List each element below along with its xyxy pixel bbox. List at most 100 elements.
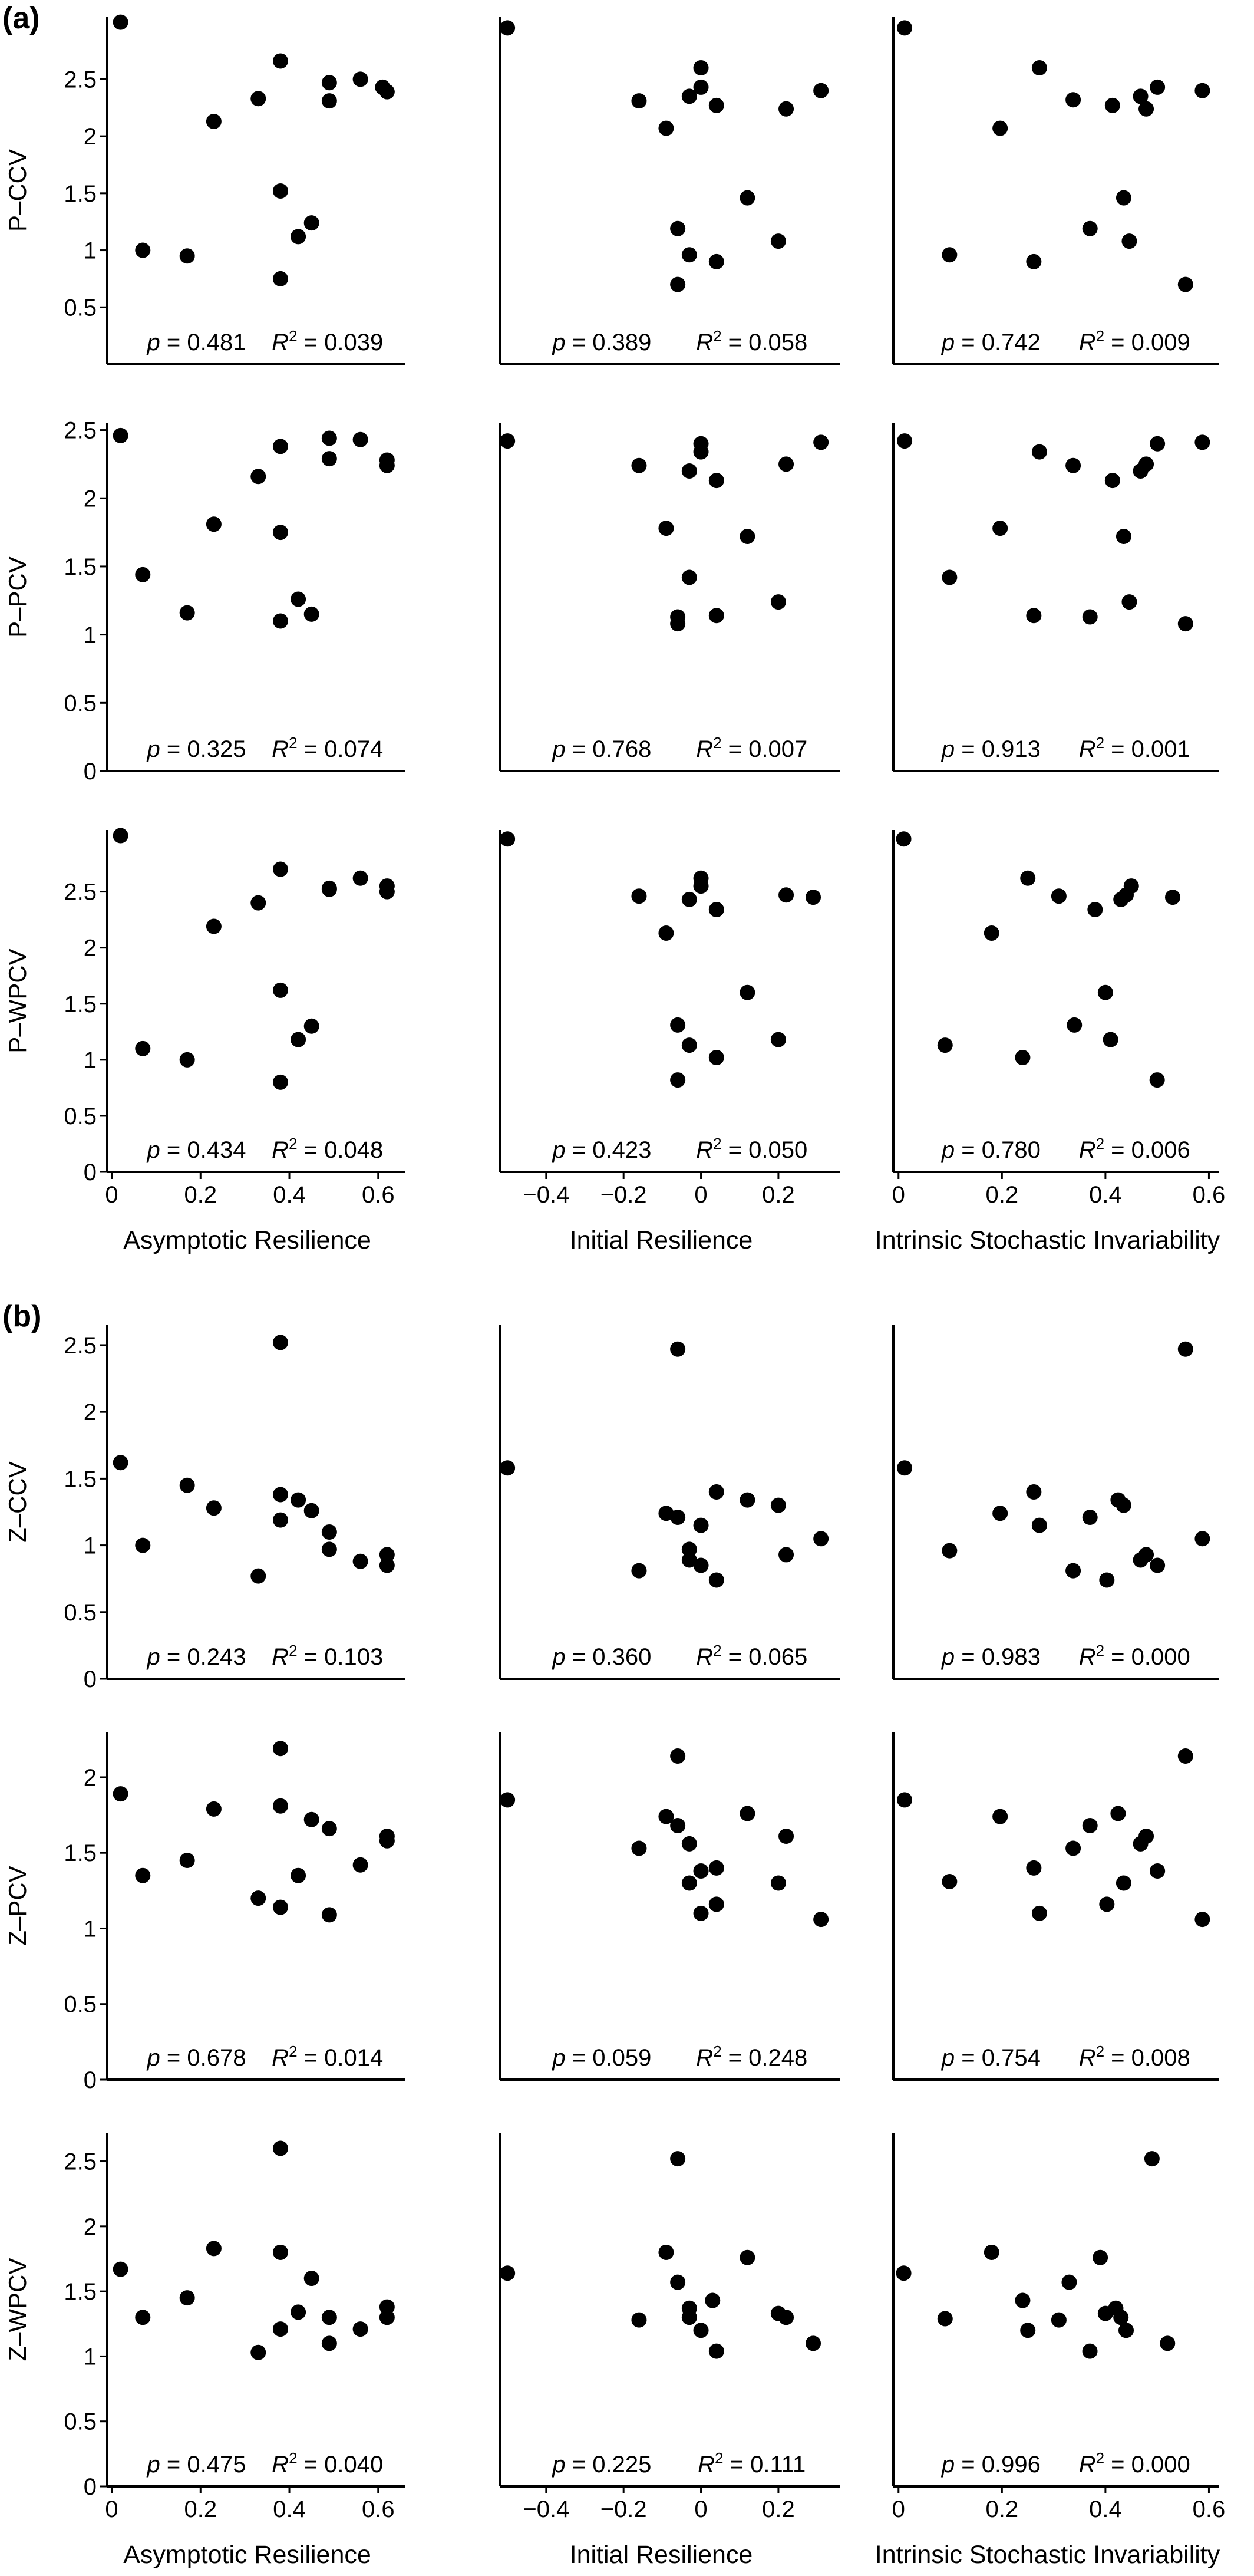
x-tick-label: 0.2 [986,1182,1019,1208]
data-point [272,1335,288,1350]
data-point [740,1806,755,1821]
r-squared-label: R2 = 0.000 [1079,1642,1190,1670]
data-point [937,1037,953,1053]
data-point [303,215,319,231]
data-point [1138,101,1154,117]
data-point [1082,2343,1098,2359]
data-point [778,1547,794,1563]
r-squared-label: R2 = 0.009 [1079,327,1190,355]
r-squared-label: R2 = 0.006 [1079,1135,1190,1163]
data-point [303,1503,319,1518]
data-point [272,2321,288,2337]
scatter-plot: 0 0.5 1 1.5 2 2.5 0 0.2 0.4 0.6 P–WPCV Asymptotic R… [4,828,405,1254]
x-tick-label: 0.6 [362,1182,395,1208]
data-point [379,2310,395,2325]
data-point [1031,444,1047,460]
data-point [693,1557,709,1573]
data-point [937,2311,953,2327]
y-tick-label: 0.5 [64,2409,97,2435]
data-point [896,2265,912,2281]
data-point [681,569,697,585]
data-point [658,1809,674,1824]
data-point [681,1552,697,1568]
data-point [206,113,222,129]
x-tick-label: 0.2 [184,2496,217,2522]
data-point [135,566,151,582]
data-point [693,444,709,460]
data-point [135,1537,151,1553]
y-tick-label: 0 [84,2067,97,2093]
p-value-label: p = 0.678 [147,2045,246,2071]
data-point [1093,2249,1108,2265]
data-point [1026,608,1042,624]
x-tick-label: 0.2 [762,2496,795,2522]
data-point [740,2249,755,2265]
data-point [206,516,222,532]
data-point [1116,190,1131,206]
x-tick-label: 0.4 [273,1182,306,1208]
data-point [272,613,288,629]
p-value-label: p = 0.243 [147,1644,246,1670]
y-tick-label: 2 [84,1765,97,1791]
data-point [352,71,368,87]
scatter-plot-grid: 0.5 1 1.5 2 2.5 P–CCV p = 0.481 R2 = 0.039 p = 0… [4,14,1225,2569]
y-tick-label: 2 [84,124,97,150]
data-point [272,183,288,199]
r-squared-label: R2 = 0.008 [1079,2043,1190,2071]
data-point [740,1492,755,1508]
data-point [379,1833,395,1849]
r-squared-label: R2 = 0.001 [1079,734,1190,762]
data-point [896,831,912,847]
data-point [897,20,913,36]
data-point [135,1867,151,1883]
r-squared-label: R2 = 0.014 [272,2043,383,2071]
data-point [813,83,829,98]
data-point [708,1896,724,1912]
data-point [379,884,395,900]
data-point [1015,1050,1031,1066]
data-point [250,895,266,911]
data-point [708,608,724,624]
data-point [1051,888,1067,904]
data-point [670,1341,686,1357]
data-point [813,1531,829,1547]
data-point [942,247,958,263]
data-point [206,918,222,934]
x-tick-label: 0.4 [273,2496,306,2522]
p-value-label: p = 0.325 [147,736,246,762]
data-point [693,1905,709,1921]
data-point [670,1017,686,1033]
data-point [179,1477,195,1493]
p-value-label: p = 0.481 [147,330,246,355]
data-point [272,1487,288,1503]
data-point [352,2321,368,2337]
data-point [500,2265,516,2281]
scatter-plot: 0 0.2 0.4 0.6 Intrinsic Stochastic Invariabi… [875,2133,1225,2569]
y-tick-label: 1 [84,1047,97,1073]
y-tick-label: 1.5 [64,554,97,580]
y-tick-label: 1 [84,1916,97,1942]
data-point [1082,609,1098,625]
data-point [1031,1905,1047,1921]
data-point [179,2290,195,2306]
data-point [681,1836,697,1852]
data-point [113,2261,128,2277]
data-point [1061,2274,1077,2290]
x-tick-label: −0.4 [523,2496,569,2522]
data-point [1103,1032,1118,1047]
scatter-plot: p = 0.742 R2 = 0.009 [892,17,1219,365]
data-point [272,1798,288,1814]
data-point [272,982,288,998]
data-point [658,120,674,136]
data-point [708,473,724,489]
data-point [708,1050,724,1066]
data-point [500,20,516,36]
scatter-plot: p = 0.754 R2 = 0.008 [892,1732,1219,2081]
y-tick-label: 0 [84,2474,97,2500]
data-point [500,1792,516,1808]
data-point [1121,233,1137,249]
data-point [179,1052,195,1068]
scatter-plot: −0.4 −0.2 0 0.2 Initial Resilience p = 0.423 R… [499,830,840,1254]
p-value-label: p = 0.983 [941,1644,1041,1670]
data-point [897,1460,913,1476]
